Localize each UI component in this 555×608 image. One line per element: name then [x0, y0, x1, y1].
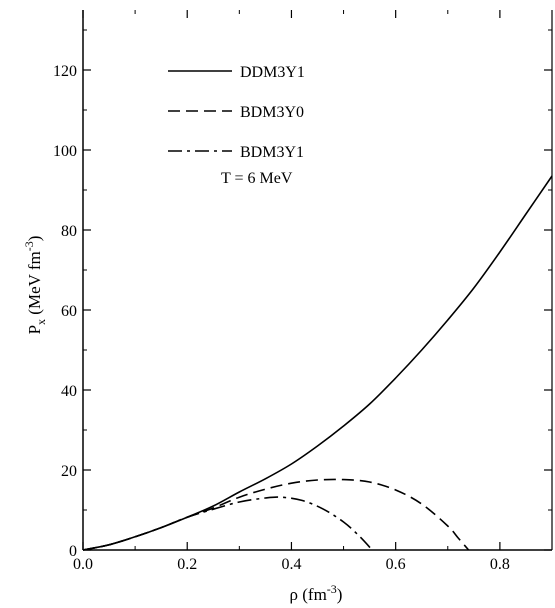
y-tick-label: 60 [61, 303, 77, 320]
legend-label-bdm3y1: BDM3Y1 [240, 144, 304, 161]
y-tick-label: 120 [53, 63, 77, 80]
x-tick-label: 0.0 [73, 556, 93, 573]
axes-group: 0.0 0.2 0.4 0.6 0.8 0 20 40 60 80 100 120 [53, 10, 553, 573]
y-tick-label: 0 [69, 543, 77, 560]
x-tick-label: 0.6 [386, 556, 406, 573]
x-axis-label: ρ (fm-3) [290, 582, 343, 604]
y-tick-label: 20 [61, 463, 77, 480]
y-axis-label: Px (MeV fm-3) [22, 236, 48, 335]
series-line-bdm3y0 [82, 478, 470, 551]
legend: DDM3Y1 BDM3Y0 BDM3Y1 [168, 64, 305, 161]
series-line-ddm3y1 [82, 175, 553, 551]
series-group [82, 175, 553, 551]
y-tick-label: 40 [61, 383, 77, 400]
x-tick-label: 0.4 [281, 556, 301, 573]
y-tick-label: 100 [53, 143, 77, 160]
legend-label-bdm3y0: BDM3Y0 [240, 104, 304, 121]
y-tick-label: 80 [61, 223, 77, 240]
series-line-bdm3y1 [82, 496, 373, 551]
legend-label-ddm3y1: DDM3Y1 [240, 64, 305, 81]
annotation-temperature: T = 6 MeV [221, 170, 293, 187]
x-tick-label: 0.2 [177, 556, 197, 573]
x-tick-label: 0.8 [490, 556, 510, 573]
